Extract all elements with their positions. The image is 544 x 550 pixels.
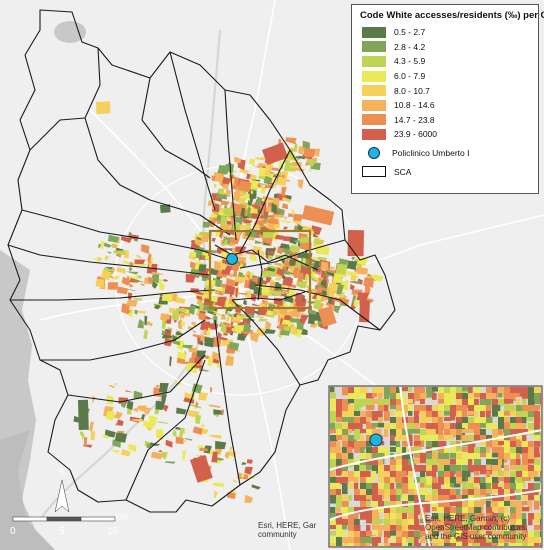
scale-tick-10: 10 xyxy=(107,526,119,537)
legend-swatch xyxy=(362,26,386,38)
scale-tick-5: 5 xyxy=(59,526,65,537)
legend-swatch xyxy=(362,114,386,126)
legend-swatch xyxy=(362,85,386,97)
legend-boundary-row: SCA xyxy=(358,164,532,179)
sca-boundaries xyxy=(7,9,396,513)
legend-class-2: 2.8 - 4.2 xyxy=(358,40,532,55)
legend-class-label: 4.3 - 5.9 xyxy=(394,56,426,67)
legend-class-label: 8.0 - 10.7 xyxy=(394,85,430,96)
inset-map xyxy=(328,385,543,548)
legend-class-4: 6.0 - 7.9 xyxy=(358,69,532,84)
legend-swatch xyxy=(362,128,386,140)
legend-class-label: 2.8 - 4.2 xyxy=(394,41,426,52)
legend-class-3: 4.3 - 5.9 xyxy=(358,54,532,69)
map-legend: Code White accesses/residents (‰) per CS… xyxy=(351,4,544,194)
legend-class-8: 23.9 - 6000 xyxy=(358,127,532,142)
legend-class-label: 14.7 - 23.8 xyxy=(394,114,435,125)
scale-bar xyxy=(12,479,116,522)
boundary-swatch xyxy=(362,166,386,178)
north-arrow-icon xyxy=(54,479,70,513)
legend-title: Code White accesses/residents (‰) per CS xyxy=(360,10,544,21)
study-area-box xyxy=(208,229,312,310)
legend-swatch xyxy=(362,55,386,67)
legend-class-label: 23.9 - 6000 xyxy=(394,129,438,140)
hospital-marker xyxy=(226,253,238,265)
lake xyxy=(54,21,86,43)
attribution-inset: Esri, HERE, Garmin, (c) OpenStreetMap co… xyxy=(425,514,528,541)
legend-swatch xyxy=(362,99,386,111)
legend-class-label: 6.0 - 7.9 xyxy=(394,71,426,82)
attribution-line: Esri, HERE, Garmin, (c) xyxy=(425,514,510,523)
legend-swatch xyxy=(362,41,386,53)
legend-swatch xyxy=(362,70,386,82)
attribution-line: community xyxy=(258,530,297,539)
legend-boundary-label: SCA xyxy=(394,166,412,177)
hospital-marker-icon xyxy=(368,147,380,160)
scale-tick-0: 0 xyxy=(10,526,16,537)
scale-unit: km xyxy=(115,512,129,523)
river-tiber xyxy=(39,29,222,521)
attribution-line: OpenStreetMap contributors, xyxy=(425,523,528,532)
attribution-main: Esri, HERE, Gar community xyxy=(258,521,316,539)
north-label: N xyxy=(59,468,65,477)
inset-hospital-marker xyxy=(369,433,383,447)
legend-class-5: 8.0 - 10.7 xyxy=(358,83,532,98)
attribution-line: and the GIS user community xyxy=(425,532,527,541)
legend-class-label: 10.8 - 14.6 xyxy=(394,100,435,111)
legend-class-7: 14.7 - 23.8 xyxy=(358,113,532,128)
legend-marker-row: Policlinico Umberto I xyxy=(358,146,532,161)
legend-class-1: 0.5 - 2.7 xyxy=(358,25,532,40)
attribution-line: Esri, HERE, Gar xyxy=(258,521,317,530)
legend-class-label: 0.5 - 2.7 xyxy=(394,27,426,38)
legend-marker-label: Policlinico Umberto I xyxy=(392,148,470,159)
legend-class-6: 10.8 - 14.6 xyxy=(358,98,532,113)
